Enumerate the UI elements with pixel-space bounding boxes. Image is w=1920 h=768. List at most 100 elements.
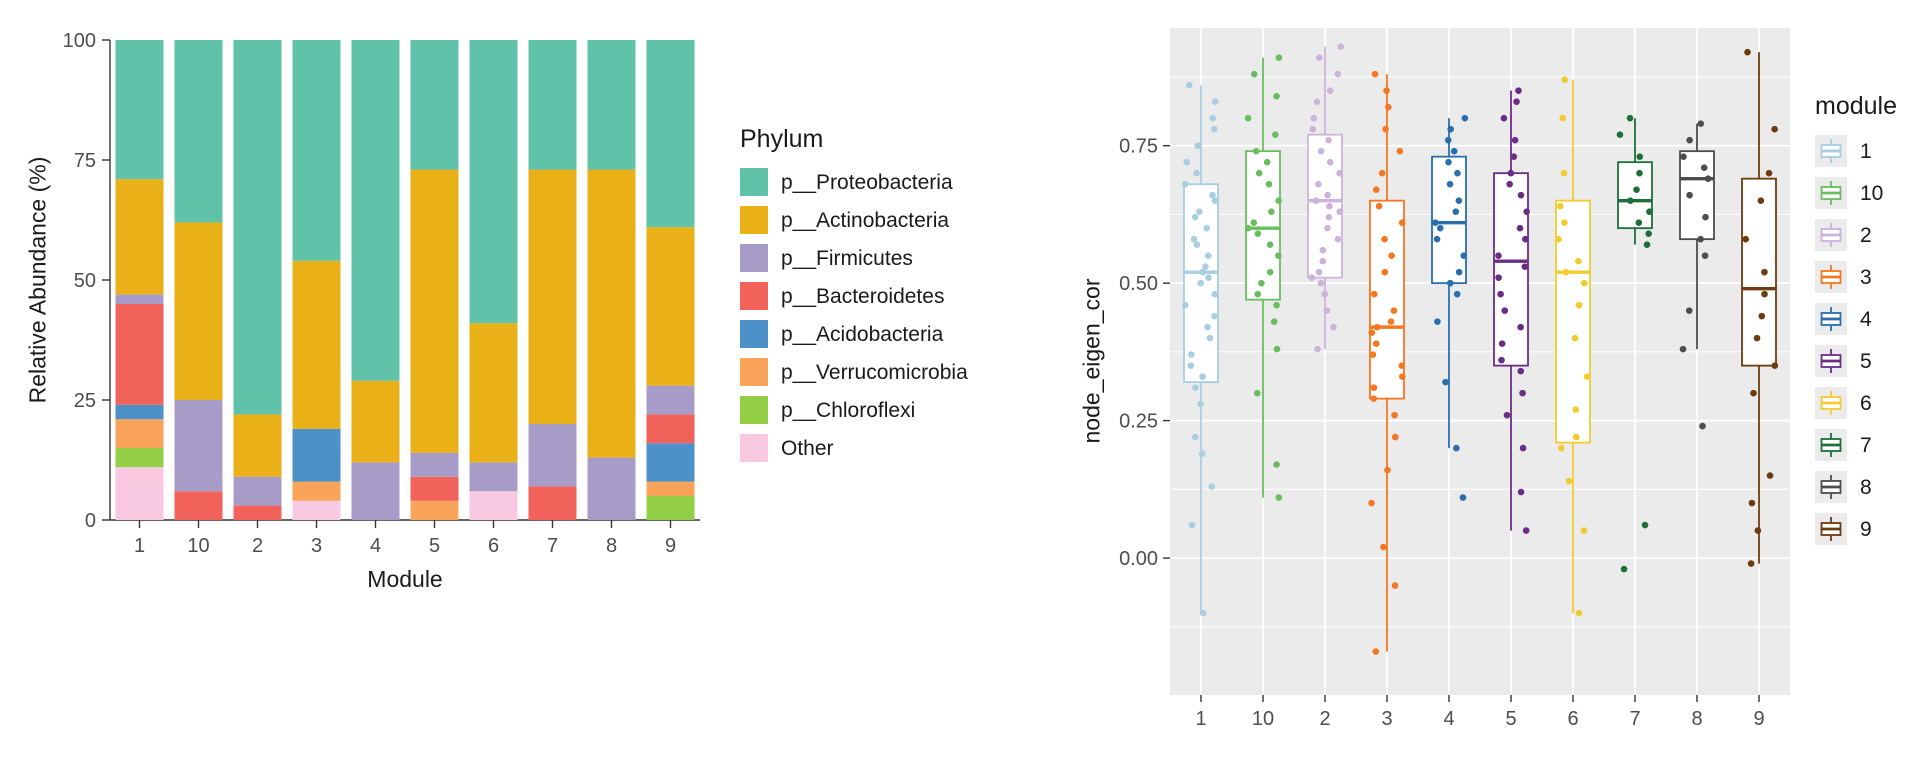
jitter-point — [1700, 164, 1708, 171]
legend-item: 6 — [1815, 387, 1897, 419]
tick-label: 0 — [85, 510, 96, 532]
legend-swatch — [740, 168, 768, 196]
bar-segment-p__Actinobacteria-m5 — [410, 169, 459, 453]
jitter-point — [1515, 87, 1522, 94]
jitter-point — [1193, 241, 1201, 248]
jitter-point — [1199, 373, 1206, 380]
jitter-point — [1253, 389, 1261, 397]
bar-segment-p__Firmicutes-m8 — [587, 457, 636, 520]
jitter-point — [1455, 197, 1463, 204]
jitter-point — [1697, 120, 1705, 127]
jitter-point — [1398, 362, 1406, 369]
tick-label: 5 — [429, 535, 440, 557]
bar-segment-p__Actinobacteria-m4 — [351, 380, 400, 463]
jitter-point — [1319, 246, 1327, 254]
jitter-point — [1636, 169, 1643, 177]
module-legend-title: module — [1815, 92, 1897, 120]
jitter-point — [1375, 202, 1383, 210]
jitter-point — [1336, 169, 1343, 177]
jitter-point — [1194, 142, 1202, 149]
tick-label: 50 — [74, 270, 96, 292]
jitter-point — [1575, 609, 1583, 617]
jitter-point — [1315, 268, 1323, 276]
jitter-point — [1326, 202, 1333, 210]
jitter-point — [1321, 290, 1329, 298]
jitter-point — [1461, 114, 1469, 122]
tick-label: 7 — [547, 535, 558, 557]
jitter-point — [1765, 169, 1773, 177]
jitter-point — [1191, 213, 1199, 221]
boxplot-key-icon — [1815, 219, 1847, 251]
box-m3 — [1369, 199, 1405, 400]
jitter-point — [1382, 125, 1389, 133]
bar-segment-p__Firmicutes-m1 — [115, 294, 164, 304]
bar-segment-p__Chloroflexi-m9 — [646, 496, 695, 520]
bar-segment-p__Verrucomicrobia-m5 — [410, 500, 459, 520]
legend-label: 5 — [1860, 349, 1872, 373]
tick-label: 2 — [1319, 708, 1330, 730]
jitter-point — [1381, 268, 1389, 276]
jitter-point — [1309, 125, 1317, 133]
jitter-point — [1368, 329, 1376, 336]
boxplot-key-icon — [1815, 471, 1847, 503]
bar-segment-p__Proteobacteria-m9 — [646, 40, 695, 228]
jitter-point — [1326, 158, 1334, 166]
jitter-point — [1383, 87, 1390, 94]
jitter-point — [1205, 274, 1212, 281]
jitter-point — [1314, 345, 1321, 353]
jitter-point — [1208, 483, 1215, 490]
bar-segment-p__Proteobacteria-m4 — [351, 40, 400, 381]
jitter-point — [1325, 136, 1332, 144]
tick-label: 3 — [311, 535, 322, 557]
jitter-point — [1561, 76, 1569, 83]
tick-label: 100 — [63, 30, 96, 52]
jitter-point — [1565, 477, 1573, 485]
jitter-point — [1497, 290, 1504, 298]
jitter-point — [1510, 153, 1518, 160]
legend-swatch — [740, 434, 768, 462]
jitter-point — [1273, 92, 1280, 100]
jitter-point — [1317, 279, 1325, 287]
legend-label: 7 — [1860, 433, 1872, 457]
legend-label: p__Proteobacteria — [781, 170, 953, 194]
jitter-point — [1254, 230, 1262, 237]
tick-label: 9 — [1753, 708, 1764, 730]
jitter-point — [1337, 43, 1345, 50]
jitter-point — [1771, 125, 1778, 133]
legend-item: 4 — [1815, 303, 1897, 335]
jitter-point — [1558, 444, 1565, 452]
jitter-point — [1273, 345, 1281, 353]
jitter-point — [1560, 169, 1568, 177]
legend-item: 5 — [1815, 345, 1897, 377]
jitter-point — [1385, 103, 1392, 111]
jitter-point — [1211, 98, 1219, 105]
jitter-point — [1454, 169, 1461, 177]
jitter-point — [1275, 197, 1282, 204]
boxplot-key-icon — [1815, 177, 1847, 209]
jitter-point — [1388, 252, 1395, 259]
bar-segment-p__Chloroflexi-m1 — [115, 448, 164, 468]
boxplot-key-icon — [1815, 387, 1847, 419]
jitter-point — [1197, 400, 1204, 408]
jitter-point — [1265, 180, 1273, 188]
jitter-point — [1275, 252, 1282, 259]
jitter-point — [1193, 169, 1200, 177]
jitter-point — [1390, 307, 1398, 314]
jitter-point — [1460, 252, 1468, 259]
bar-segment-p__Actinobacteria-m3 — [292, 260, 341, 429]
jitter-point — [1519, 389, 1526, 397]
bar-segment-p__Actinobacteria-m10 — [174, 222, 223, 400]
jitter-point — [1199, 609, 1207, 617]
jitter-point — [1244, 114, 1252, 122]
boxplot-key-icon — [1815, 303, 1847, 335]
jitter-point — [1266, 268, 1274, 276]
legend-item: 3 — [1815, 261, 1897, 293]
bar-segment-p__Firmicutes-m10 — [174, 400, 223, 492]
jitter-point — [1453, 290, 1461, 298]
bar-segment-p__Acidobacteria-m3 — [292, 428, 341, 482]
jitter-point — [1697, 235, 1704, 243]
jitter-point — [1398, 219, 1406, 226]
jitter-point — [1643, 241, 1651, 248]
bar-segment-p__Bacteroidetes-m10 — [174, 491, 223, 520]
jitter-point — [1616, 131, 1624, 138]
